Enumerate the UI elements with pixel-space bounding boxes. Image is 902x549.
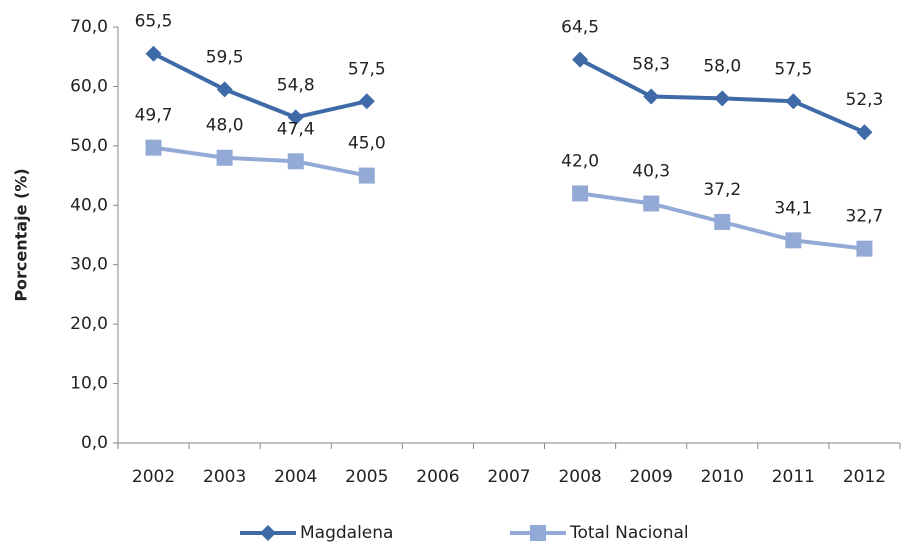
y-tick-label: 30,0 bbox=[70, 255, 108, 275]
data-point bbox=[216, 81, 233, 98]
x-tick-label: 2002 bbox=[132, 467, 175, 487]
x-tick-label: 2004 bbox=[274, 467, 317, 487]
data-point bbox=[643, 195, 660, 212]
data-point bbox=[145, 45, 162, 62]
data-label: 34,1 bbox=[774, 198, 812, 218]
data-point bbox=[287, 153, 304, 170]
x-tick-label: 2012 bbox=[843, 467, 886, 487]
data-point bbox=[358, 167, 375, 184]
data-point bbox=[216, 149, 233, 166]
data-label: 65,5 bbox=[135, 12, 173, 32]
y-tick-label: 50,0 bbox=[70, 136, 108, 156]
legend-label: Magdalena bbox=[300, 523, 393, 543]
y-tick-label: 20,0 bbox=[70, 314, 108, 334]
series-line bbox=[152, 51, 866, 135]
data-point bbox=[572, 51, 589, 68]
data-label: 32,7 bbox=[846, 207, 884, 227]
data-point bbox=[358, 93, 375, 110]
data-label: 47,4 bbox=[277, 119, 315, 139]
series-line bbox=[153, 145, 865, 251]
data-label: 58,0 bbox=[703, 56, 741, 76]
data-label: 54,8 bbox=[277, 75, 315, 95]
x-tick-label: 2007 bbox=[487, 467, 530, 487]
data-label: 42,0 bbox=[561, 151, 599, 171]
legend-marker bbox=[530, 525, 546, 541]
legend-label: Total Nacional bbox=[569, 523, 689, 543]
data-label: 59,5 bbox=[206, 47, 244, 67]
x-tick-label: 2005 bbox=[345, 467, 388, 487]
data-label: 52,3 bbox=[846, 90, 884, 110]
data-label: 37,2 bbox=[703, 180, 741, 200]
x-tick-label: 2006 bbox=[416, 467, 459, 487]
data-label: 64,5 bbox=[561, 18, 599, 38]
data-point bbox=[287, 109, 304, 126]
data-point bbox=[714, 213, 731, 230]
data-point bbox=[856, 124, 873, 141]
data-point bbox=[714, 90, 731, 107]
data-label: 45,0 bbox=[348, 134, 386, 154]
data-label: 57,5 bbox=[774, 59, 812, 79]
y-axis-label: Porcentaje (%) bbox=[12, 168, 31, 301]
x-tick-label: 2003 bbox=[203, 467, 246, 487]
legend-marker bbox=[260, 525, 276, 541]
y-tick-label: 70,0 bbox=[70, 17, 108, 37]
x-tick-label: 2010 bbox=[701, 467, 744, 487]
y-tick-label: 40,0 bbox=[70, 195, 108, 215]
x-tick-label: 2009 bbox=[630, 467, 673, 487]
data-label: 57,5 bbox=[348, 59, 386, 79]
y-tick-label: 0,0 bbox=[81, 433, 108, 453]
data-point bbox=[856, 240, 873, 257]
data-point bbox=[643, 88, 660, 105]
data-label: 58,3 bbox=[632, 55, 670, 75]
data-point bbox=[785, 93, 802, 110]
y-tick-label: 10,0 bbox=[70, 374, 108, 394]
data-point bbox=[572, 185, 589, 202]
data-point bbox=[145, 139, 162, 156]
data-label: 49,7 bbox=[135, 106, 173, 126]
x-tick-label: 2008 bbox=[558, 467, 601, 487]
x-tick-label: 2011 bbox=[772, 467, 815, 487]
data-label: 40,3 bbox=[632, 162, 670, 182]
y-tick-label: 60,0 bbox=[70, 76, 108, 96]
data-label: 48,0 bbox=[206, 116, 244, 136]
data-point bbox=[785, 232, 802, 249]
